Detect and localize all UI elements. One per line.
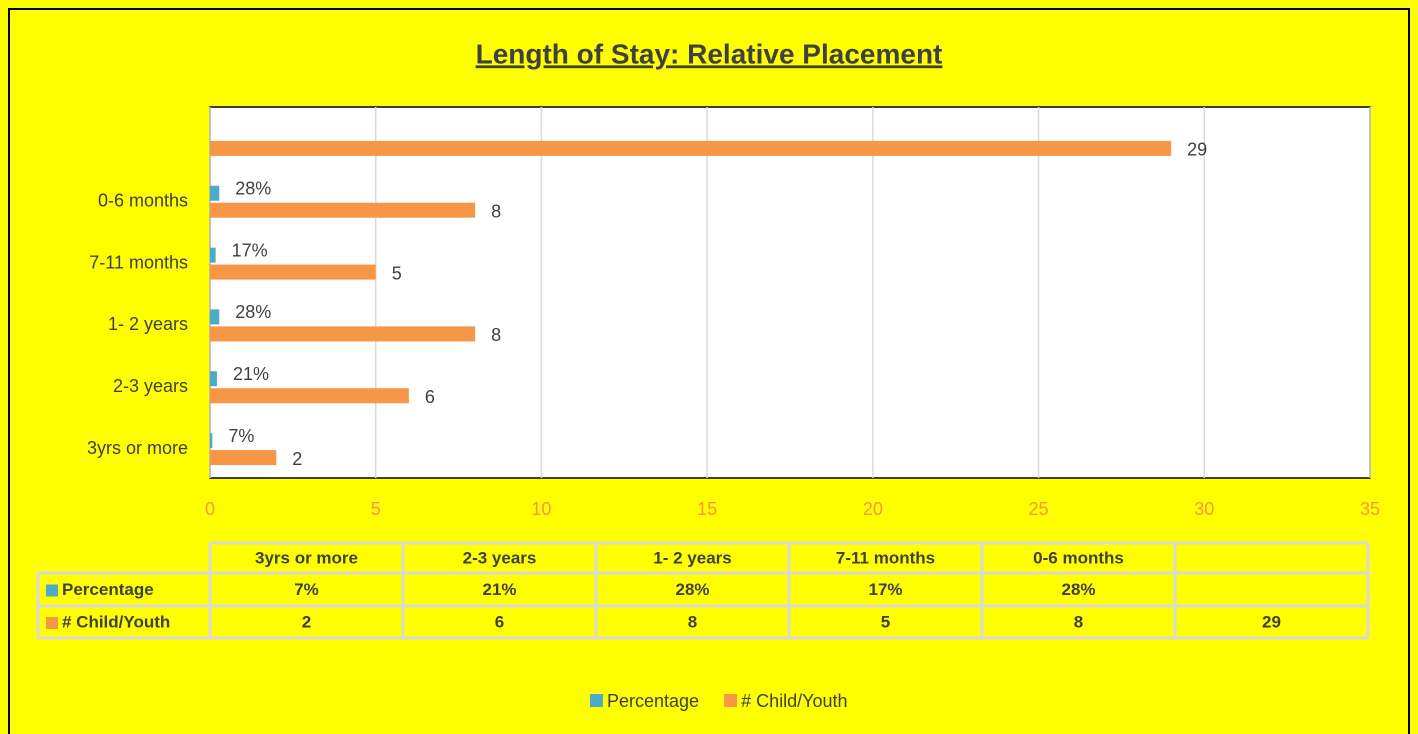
x-tick-label: 30 xyxy=(1194,499,1214,519)
table-cell: 8 xyxy=(1074,612,1083,631)
data-label: 2 xyxy=(292,449,302,469)
plot-area xyxy=(209,106,1371,479)
table-header: 7-11 months xyxy=(836,548,935,567)
table-cell: 2 xyxy=(302,612,311,631)
legend-key xyxy=(724,694,738,707)
x-tick-label: 0 xyxy=(205,499,215,519)
bar xyxy=(210,309,220,325)
chart-title: Length of Stay: Relative Placement xyxy=(476,38,943,69)
y-tick-label: 3yrs or more xyxy=(87,438,188,458)
bar xyxy=(210,264,376,280)
table-cell: 5 xyxy=(881,612,890,631)
data-label: 8 xyxy=(491,325,501,345)
y-tick-label: 1- 2 years xyxy=(108,314,188,334)
y-tick-label: 0-6 months xyxy=(98,191,188,211)
data-label: 17% xyxy=(232,240,268,260)
table-cell: 28% xyxy=(675,580,709,599)
x-tick-label: 15 xyxy=(697,499,717,519)
data-label: 28% xyxy=(235,302,271,322)
frame xyxy=(8,8,1410,734)
table-header: 0-6 months xyxy=(1033,548,1124,567)
bar xyxy=(210,450,277,466)
bar xyxy=(210,326,476,342)
legend-label: # Child/Youth xyxy=(741,691,847,711)
x-tick-label: 20 xyxy=(863,499,883,519)
legend-key xyxy=(590,694,603,707)
bar xyxy=(210,371,217,387)
data-label: 21% xyxy=(233,364,269,384)
data-label: 29 xyxy=(1187,140,1207,160)
table-cell: 8 xyxy=(688,612,697,631)
bar xyxy=(210,433,213,449)
bar xyxy=(210,202,476,218)
table-legend-key xyxy=(46,617,58,629)
table-cell: 28% xyxy=(1061,580,1095,599)
legend-label: Percentage xyxy=(607,691,699,711)
data-label: 8 xyxy=(491,202,501,222)
table-legend-key xyxy=(46,584,58,597)
table-header: 2-3 years xyxy=(463,548,537,567)
x-tick-label: 10 xyxy=(531,499,551,519)
table-header: 1- 2 years xyxy=(653,548,731,567)
data-label: 28% xyxy=(235,179,271,199)
table-row-label: # Child/Youth xyxy=(62,612,170,631)
data-label: 7% xyxy=(228,426,254,446)
bar xyxy=(210,140,1172,156)
y-tick-label: 2-3 years xyxy=(113,376,188,396)
x-tick-label: 5 xyxy=(371,499,381,519)
table-row-label: Percentage xyxy=(62,580,154,599)
table-header: 3yrs or more xyxy=(255,548,358,567)
table-cell: 6 xyxy=(495,612,504,631)
table-cell: 17% xyxy=(868,580,902,599)
y-tick-label: 7-11 months xyxy=(89,252,188,272)
bar xyxy=(210,185,220,201)
data-label: 6 xyxy=(425,387,435,407)
bar xyxy=(210,388,409,404)
x-tick-label: 25 xyxy=(1029,499,1049,519)
table-cell: 29 xyxy=(1262,612,1281,631)
table-cell: 21% xyxy=(482,580,516,599)
bar xyxy=(210,247,216,263)
data-label: 5 xyxy=(392,263,402,283)
table-cell: 7% xyxy=(294,580,319,599)
x-tick-label: 35 xyxy=(1360,499,1380,519)
